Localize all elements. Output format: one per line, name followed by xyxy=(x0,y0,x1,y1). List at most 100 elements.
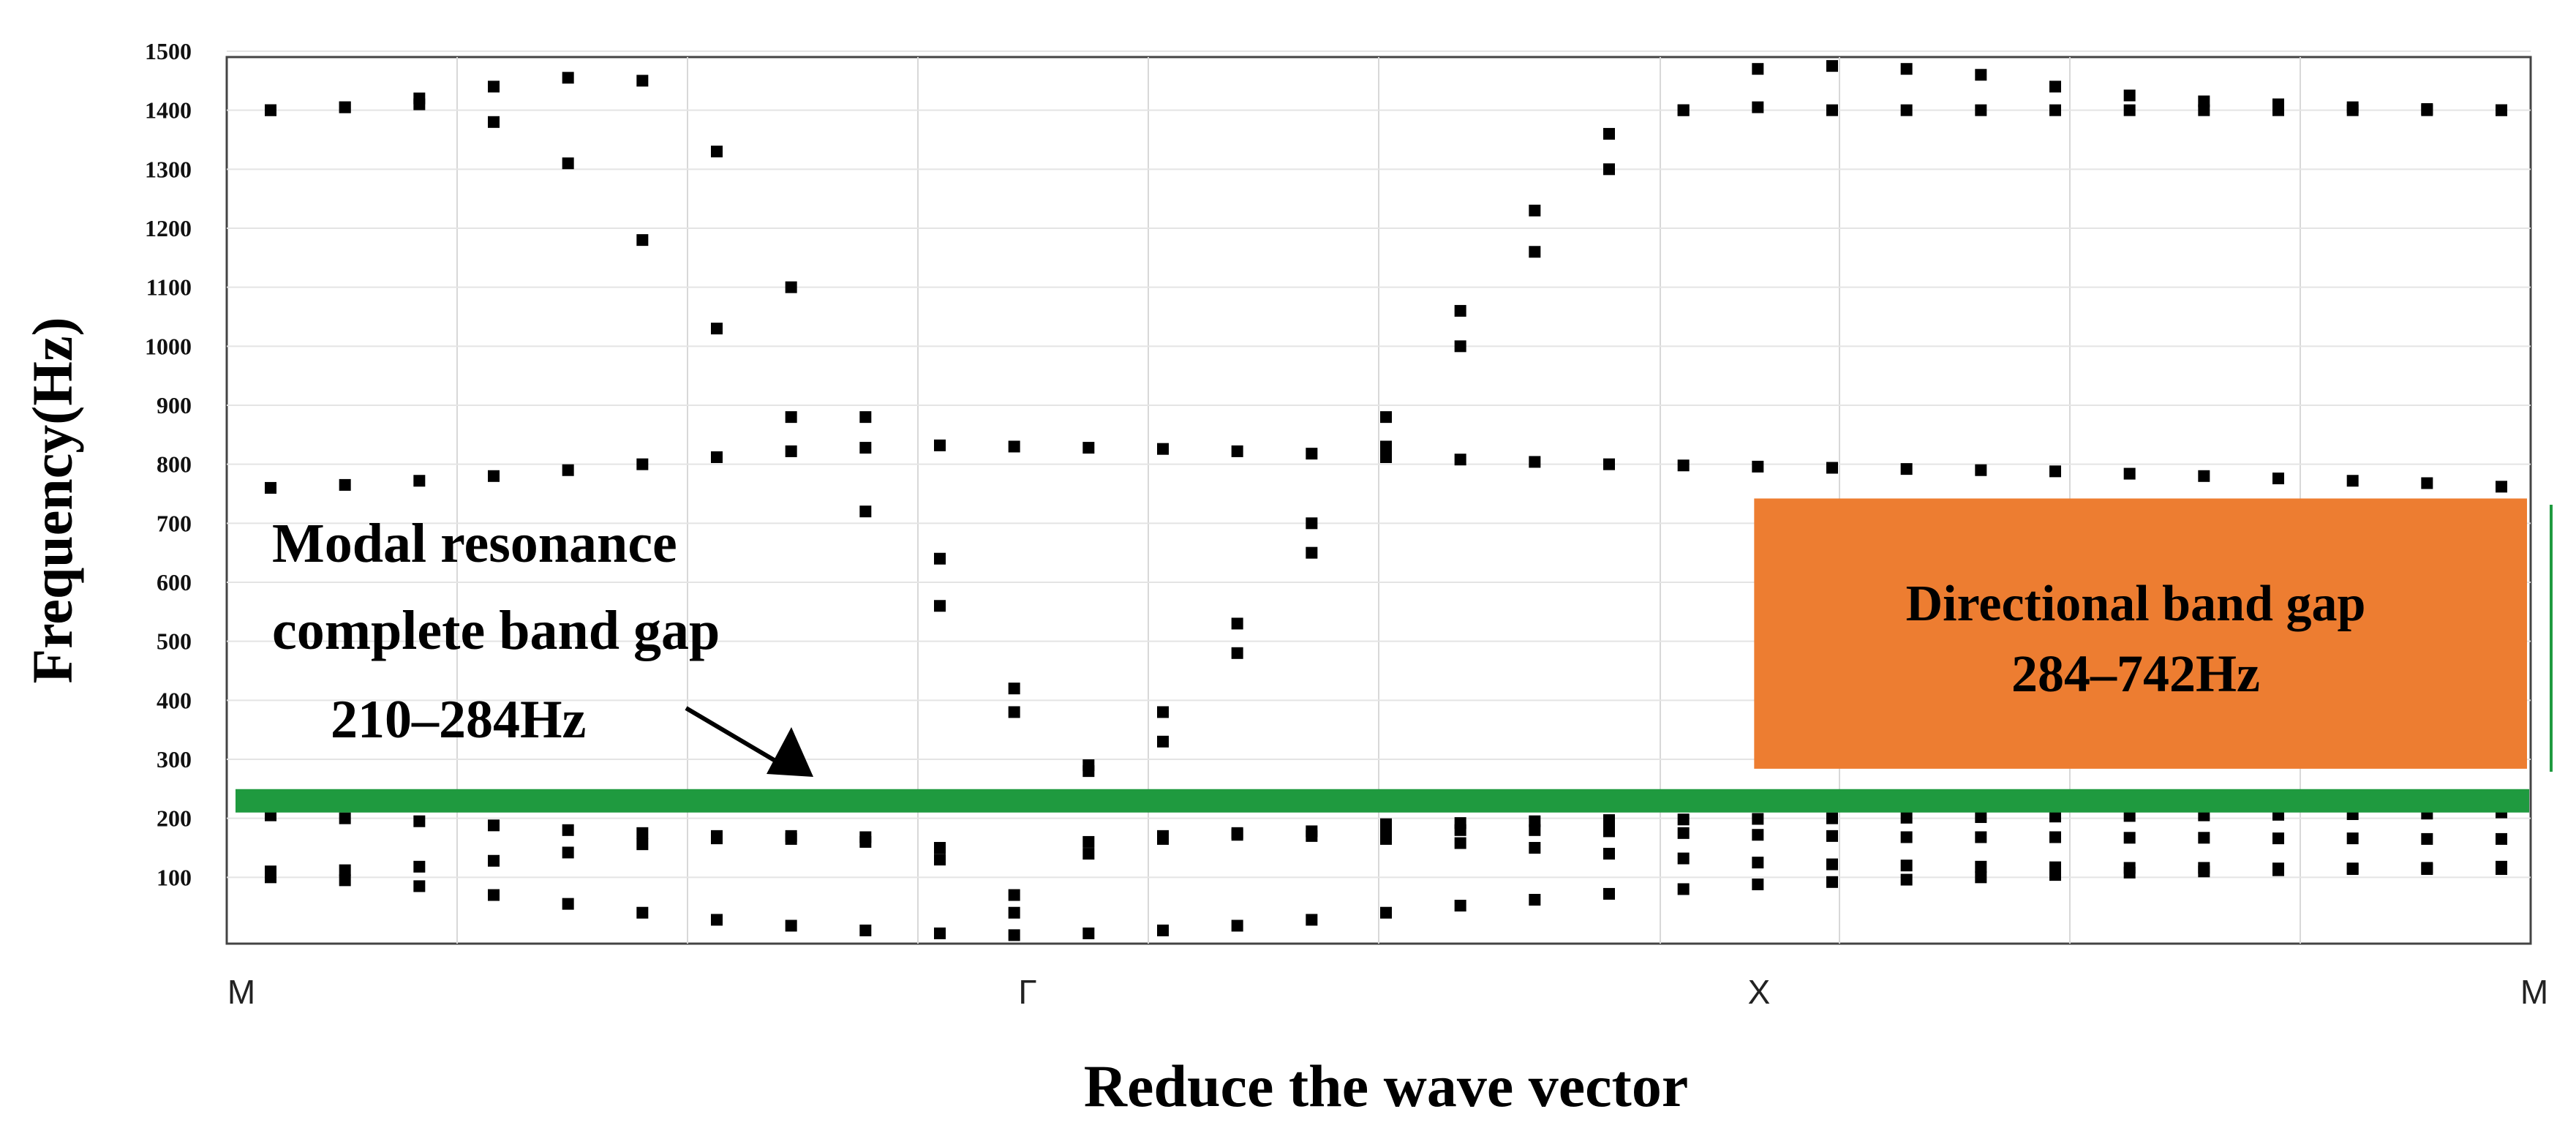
data-point-series-3 xyxy=(1752,829,1764,841)
data-point-series-3 xyxy=(1677,827,1690,839)
data-point-series-2 xyxy=(1900,860,1913,872)
data-point-series-3 xyxy=(934,854,946,866)
data-point-series-4 xyxy=(1380,818,1392,830)
data-point-series-3 xyxy=(339,812,351,824)
y-tick-label: 400 xyxy=(157,687,192,713)
data-point-series-1 xyxy=(785,920,797,932)
data-point-series-6 xyxy=(1900,104,1913,116)
data-point-series-7 xyxy=(1157,735,1169,748)
data-point-series-7 xyxy=(1082,765,1095,778)
data-point-series-3 xyxy=(488,819,500,832)
data-point-series-3 xyxy=(1157,832,1169,845)
data-point-series-1 xyxy=(339,874,351,887)
data-point-series-3 xyxy=(1975,831,1987,843)
data-point-series-7 xyxy=(1306,546,1318,559)
data-point-series-7 xyxy=(2198,95,2210,108)
data-point-series-1 xyxy=(562,898,574,910)
data-point-series-3 xyxy=(2421,832,2433,845)
data-point-series-7 xyxy=(1826,60,1838,72)
data-point-series-2 xyxy=(1008,906,1020,919)
y-tick-label: 1000 xyxy=(145,333,192,359)
data-point-series-7 xyxy=(265,104,276,116)
data-point-series-2 xyxy=(265,865,276,878)
data-point-series-5 xyxy=(1529,456,1541,468)
data-point-series-5 xyxy=(1231,445,1243,457)
data-point-series-6 xyxy=(1975,104,1987,116)
data-point-series-6 xyxy=(934,600,946,612)
data-point-series-5 xyxy=(859,442,872,454)
data-point-series-2 xyxy=(2346,862,2359,875)
data-point-series-3 xyxy=(562,824,574,836)
x-tick-label: M xyxy=(2520,973,2548,1011)
data-point-series-7 xyxy=(711,146,723,158)
data-point-series-6 xyxy=(1231,617,1243,630)
data-point-series-1 xyxy=(1380,906,1392,919)
data-point-series-4 xyxy=(1900,811,1913,824)
data-point-series-7 xyxy=(1752,63,1764,75)
data-point-series-4 xyxy=(1454,817,1466,830)
complete-gap-range: 210–284Hz xyxy=(331,690,586,750)
data-point-series-1 xyxy=(1082,927,1095,939)
data-point-series-2 xyxy=(1454,837,1466,849)
data-point-series-6 xyxy=(859,505,872,518)
data-point-series-1 xyxy=(711,914,723,926)
data-point-series-7 xyxy=(1529,246,1541,258)
data-point-series-6 xyxy=(2049,104,2061,116)
data-point-series-3 xyxy=(785,832,797,845)
data-point-series-5 xyxy=(1826,462,1838,474)
data-point-series-1 xyxy=(1008,929,1020,941)
data-point-series-3 xyxy=(1826,830,1838,842)
data-point-series-1 xyxy=(859,924,872,936)
y-axis-label: Frequency(Hz) xyxy=(20,317,84,683)
y-tick-label: 1200 xyxy=(145,215,192,241)
data-point-series-3 xyxy=(1603,825,1615,838)
data-point-series-3 xyxy=(2123,832,2136,844)
data-point-series-5 xyxy=(1157,443,1169,455)
data-point-series-2 xyxy=(562,846,574,859)
complete-band-gap-band xyxy=(236,789,2529,813)
data-point-series-7 xyxy=(1677,104,1690,116)
data-point-series-1 xyxy=(1157,924,1169,936)
data-point-series-5 xyxy=(785,445,797,457)
data-point-series-6 xyxy=(1306,517,1318,530)
data-point-series-7 xyxy=(1008,682,1020,695)
y-tick-label: 1100 xyxy=(146,274,192,301)
data-point-series-5 xyxy=(488,470,500,482)
data-point-series-2 xyxy=(1380,832,1392,845)
data-point-series-5 xyxy=(1380,451,1392,463)
data-point-series-6 xyxy=(636,234,649,247)
data-point-series-7 xyxy=(2496,104,2507,116)
data-point-series-6 xyxy=(1157,706,1169,718)
data-point-series-5 xyxy=(2346,475,2359,487)
data-point-series-5 xyxy=(1082,442,1095,454)
data-point-series-3 xyxy=(1008,889,1020,901)
data-point-series-3 xyxy=(1900,831,1913,843)
data-point-series-6 xyxy=(1826,104,1838,116)
directional-gap-range: 284–742Hz xyxy=(2011,644,2260,703)
data-point-series-1 xyxy=(1306,914,1318,926)
data-point-series-1 xyxy=(1900,873,1913,886)
data-point-series-6 xyxy=(562,157,574,170)
complete-gap-title-line1: Modal resonance xyxy=(272,513,677,574)
data-point-series-6 xyxy=(1529,204,1541,217)
data-point-series-5 xyxy=(2049,465,2061,478)
data-point-series-1 xyxy=(413,880,426,892)
complete-gap-title-line2: complete band gap xyxy=(272,600,720,661)
data-point-series-4 xyxy=(1826,812,1838,824)
data-point-series-3 xyxy=(1231,827,1243,839)
data-point-series-6 xyxy=(1380,411,1392,424)
data-point-series-5 xyxy=(265,481,276,494)
data-point-series-1 xyxy=(1454,900,1466,912)
y-tick-label: 300 xyxy=(157,746,192,772)
directional-gap-title: Directional band gap xyxy=(1906,576,2366,632)
y-tick-label: 500 xyxy=(157,628,192,655)
data-point-series-6 xyxy=(785,411,797,424)
data-point-series-1 xyxy=(488,889,500,901)
y-tick-label: 800 xyxy=(157,451,192,478)
data-point-series-7 xyxy=(1231,647,1243,659)
data-point-series-5 xyxy=(1975,464,1987,476)
data-point-series-1 xyxy=(1529,893,1541,906)
data-point-series-5 xyxy=(1306,448,1318,460)
